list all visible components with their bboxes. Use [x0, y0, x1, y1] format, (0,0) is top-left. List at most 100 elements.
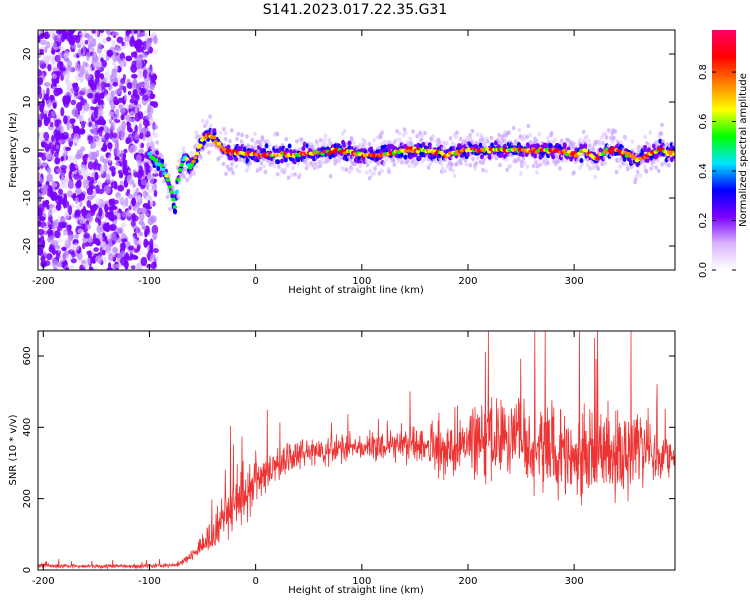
noise-speckle [99, 155, 105, 162]
noise-speckle [38, 158, 41, 167]
spectrum-halo [382, 161, 387, 166]
noise-speckle [148, 135, 153, 142]
spectrum-halo [545, 135, 550, 141]
noise-speckle [140, 256, 148, 267]
spectrum-edge [283, 157, 288, 163]
noise-speckle [78, 175, 84, 180]
spectrum-halo [412, 158, 416, 163]
noise-speckle [80, 146, 86, 152]
spectrum-halo [638, 173, 643, 178]
spectrum-halo [407, 163, 412, 169]
noise-speckle [62, 221, 67, 228]
noise-speckle [148, 117, 155, 125]
noise-speckle [56, 87, 63, 95]
noise-speckle [96, 240, 101, 246]
noise-speckle [115, 227, 121, 233]
noise-speckle [52, 267, 58, 270]
noise-speckle [63, 250, 69, 256]
spectrum-edge [487, 154, 492, 160]
noise-speckle [38, 152, 44, 158]
spectrum-halo [525, 164, 530, 169]
x-tick-label: -100 [138, 576, 161, 587]
noise-speckle [38, 91, 43, 100]
spectrum-halo [498, 162, 502, 168]
spectrum-edge [658, 138, 663, 144]
noise-speckle [53, 245, 61, 250]
spectrum-halo [537, 132, 542, 137]
noise-speckle [99, 30, 105, 34]
spectrum-halo [520, 160, 524, 165]
noise-speckle [139, 71, 144, 79]
noise-speckle [93, 62, 97, 69]
noise-speckle [117, 184, 125, 192]
noise-speckle [44, 143, 50, 152]
spectrum-halo [623, 136, 628, 141]
spectrum-halo [151, 146, 156, 151]
noise-speckle [69, 118, 76, 125]
noise-speckle [70, 99, 77, 106]
noise-speckle [43, 82, 51, 87]
noise-speckle [90, 258, 94, 264]
spectrum-halo [223, 130, 228, 136]
noise-speckle [46, 253, 53, 261]
noise-speckle [85, 223, 92, 230]
spectrum-halo [155, 140, 159, 145]
noise-speckle [61, 246, 67, 252]
noise-speckle [134, 239, 138, 246]
spectrum-halo [246, 165, 250, 170]
spectrum-edge [158, 172, 163, 178]
spectrum-halo [160, 155, 165, 160]
spectrum-halo [572, 141, 576, 146]
noise-speckle [122, 159, 128, 166]
noise-speckle [123, 148, 128, 154]
noise-speckle [88, 43, 94, 48]
noise-speckle [135, 154, 142, 164]
noise-speckle [141, 221, 146, 229]
spectrum-halo [634, 173, 639, 179]
noise-speckle [106, 222, 110, 232]
noise-speckle [46, 204, 50, 210]
noise-speckle [120, 149, 124, 159]
spectrum-halo [637, 144, 641, 150]
spectrum-core [571, 151, 577, 155]
spectrum-core [408, 146, 414, 150]
noise-speckle [47, 185, 53, 195]
spectrum-halo [162, 179, 166, 184]
noise-speckle [106, 49, 114, 57]
y-tick-label: 400 [22, 418, 33, 437]
snr-x-axis-label: Height of straight line (km) [288, 585, 424, 596]
spectrum-halo [635, 169, 640, 175]
spectrum-halo [263, 169, 268, 175]
noise-speckle [119, 82, 123, 91]
spectrum-halo [468, 163, 473, 168]
noise-speckle [135, 45, 143, 53]
noise-speckle [84, 40, 89, 45]
noise-speckle [109, 232, 117, 241]
noise-speckle [133, 51, 138, 59]
noise-speckle [113, 162, 120, 169]
noise-speckle [137, 239, 142, 246]
y-tick-label: -10 [22, 190, 33, 206]
spectrum-halo [450, 161, 454, 167]
noise-speckle [153, 35, 158, 45]
spectrum-halo [194, 130, 198, 135]
noise-speckle [147, 250, 151, 261]
noise-speckle [74, 210, 81, 220]
noise-speckle [123, 40, 129, 48]
spectrogram-y-ticks: -20 -10 0 10 20 [22, 48, 675, 254]
spectrum-halo [234, 164, 239, 169]
noise-speckle [86, 51, 90, 62]
spectrum-halo [350, 166, 354, 172]
spectrum-halo [618, 164, 622, 169]
noise-speckle [126, 174, 133, 185]
noise-speckle [124, 197, 129, 207]
spectrum-halo [452, 173, 457, 178]
noise-speckle [48, 245, 55, 253]
spectrum-halo [248, 160, 252, 166]
spectrum-edge [226, 144, 231, 150]
spectrum-core [171, 197, 176, 202]
noise-speckle [74, 181, 82, 189]
noise-speckle [125, 30, 132, 35]
